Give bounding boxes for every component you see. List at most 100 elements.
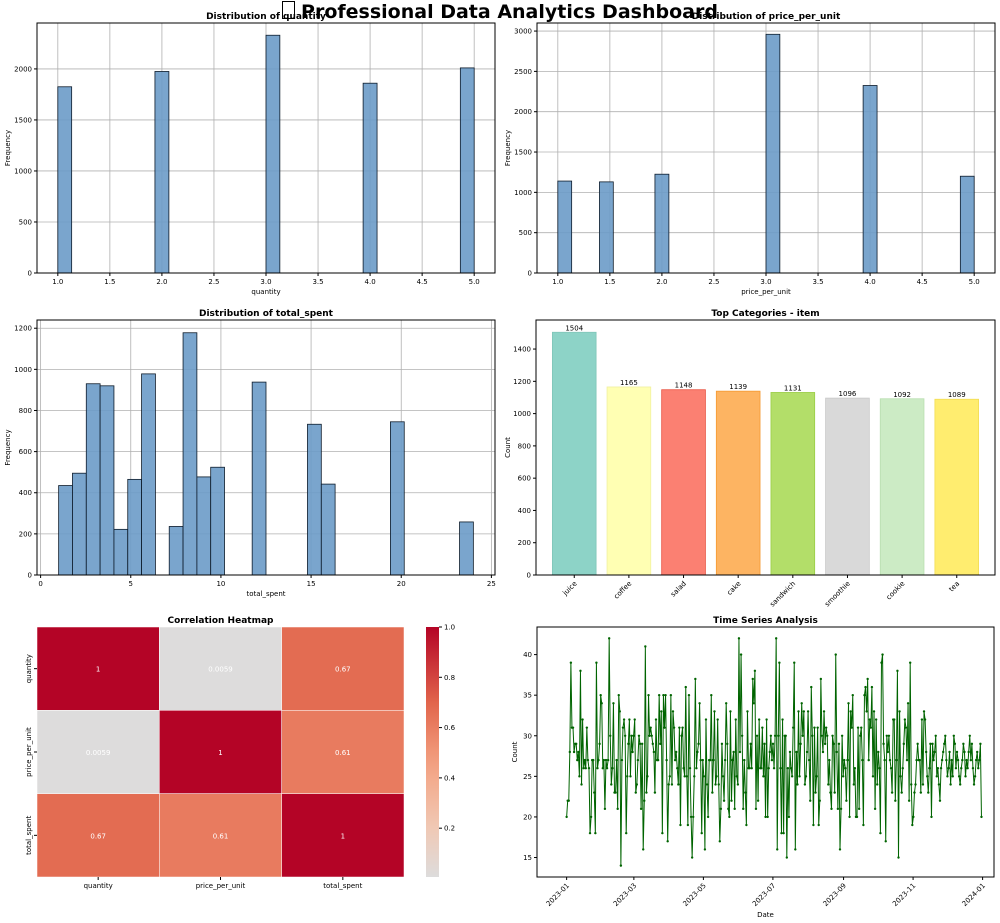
series-point	[883, 758, 886, 762]
series-point	[980, 815, 983, 819]
series-point	[902, 742, 906, 746]
y-tick-label: 25	[523, 773, 532, 781]
series-point	[685, 775, 689, 778]
series-point	[886, 750, 890, 754]
heatmap-cell-annotation: 1	[96, 666, 100, 674]
series-point	[668, 775, 672, 778]
y-tick-label: 500	[519, 229, 532, 237]
series-point	[723, 758, 727, 762]
series-point	[634, 791, 637, 794]
dashboard-title-text: Professional Data Analytics Dashboard	[301, 1, 718, 23]
series-point	[610, 783, 613, 786]
heatmap-cell-annotation: 0.0059	[208, 666, 233, 674]
series-point	[949, 783, 952, 786]
series-point	[586, 758, 590, 762]
colorbar-tick-label: 1.0	[444, 624, 455, 632]
series-point	[871, 775, 875, 778]
y-tick-label: 1500	[14, 116, 32, 124]
series-point	[710, 693, 713, 697]
bar-value-label: 1096	[839, 390, 857, 398]
heatmap-cell-annotation: 0.61	[213, 832, 229, 840]
y-tick-label: 400	[19, 489, 32, 497]
series-point	[696, 750, 699, 754]
series-point	[961, 758, 964, 762]
histogram-bar	[168, 526, 184, 576]
series-point	[946, 775, 949, 778]
series-point	[571, 726, 575, 729]
series-point	[790, 775, 794, 778]
series-point	[694, 677, 697, 681]
x-tick-label: price_per_unit	[196, 882, 246, 890]
category-bar	[934, 398, 980, 576]
x-tick-label: 2023-07	[751, 882, 777, 908]
series-point	[575, 742, 578, 746]
series-point	[684, 685, 687, 689]
y-tick-label: 200	[19, 530, 32, 538]
series-point	[735, 775, 739, 778]
series-point	[715, 775, 718, 778]
series-point	[744, 791, 747, 794]
x-tick-label: 5.0	[969, 278, 980, 286]
series-point	[633, 718, 636, 721]
series-point	[593, 791, 596, 794]
series-point	[951, 775, 954, 778]
y-tick-label: 800	[518, 442, 531, 450]
series-point	[868, 718, 871, 721]
series-point	[652, 750, 656, 754]
series-point	[813, 726, 816, 729]
x-tick-label: coffee	[612, 580, 633, 601]
plot-frame	[536, 626, 995, 878]
bar-value-label: 1089	[948, 391, 966, 399]
series-point	[580, 783, 583, 786]
series-point	[778, 661, 781, 664]
x-tick-label: 2.0	[656, 278, 667, 286]
colorbar	[426, 627, 439, 877]
heatmap-cell	[36, 626, 160, 711]
series-point	[828, 758, 831, 762]
colorbar-tick-label: 0.8	[444, 674, 455, 682]
series-point	[853, 767, 857, 770]
x-tick-label: 1.0	[52, 278, 63, 286]
series-point	[935, 775, 938, 778]
series-point	[567, 799, 570, 802]
x-tick-label: 2024-01	[961, 882, 987, 908]
chart-title: Distribution of price_per_unit	[692, 12, 841, 22]
series-point	[922, 710, 926, 713]
series-point	[750, 767, 753, 770]
plot-frame	[535, 319, 996, 576]
heatmap-cell-annotation: 0.61	[335, 749, 351, 757]
series-point	[966, 767, 969, 770]
x-tick-label: 3.0	[260, 278, 271, 286]
series-point	[950, 758, 953, 762]
x-tick-label: salad	[669, 580, 688, 599]
chart-time-series: Time Series Analysis 15 20 25 30 35 40 2023-01 2…	[511, 616, 995, 919]
chart-price-per-unit-histogram: Distribution of price_per_unit 0 500 1000 15…	[504, 12, 996, 296]
series-point	[680, 734, 683, 737]
y-tick-label: 1200	[513, 378, 531, 386]
series-point	[874, 718, 878, 721]
histogram-bar	[182, 332, 198, 576]
series-point	[911, 823, 914, 827]
series-point	[578, 775, 581, 778]
series-point	[619, 864, 623, 867]
histogram-bar	[72, 472, 87, 576]
series-point	[765, 718, 768, 721]
series-point	[905, 758, 909, 762]
category-bar	[879, 398, 925, 576]
series-point	[736, 783, 740, 786]
series-point	[818, 799, 821, 802]
histogram-bar	[113, 528, 129, 576]
series-point	[690, 856, 694, 859]
series-point	[835, 750, 839, 754]
y-tick-label: 35	[523, 692, 532, 700]
series-point	[829, 791, 832, 794]
series-point	[888, 758, 892, 762]
series-point	[807, 758, 811, 762]
series-point	[976, 750, 979, 754]
x-tick-label: cake	[725, 580, 742, 597]
series-point	[793, 661, 796, 664]
histogram-bar	[557, 180, 573, 274]
series-point	[649, 726, 652, 729]
series-point	[598, 742, 601, 746]
x-tick-label: 10	[216, 580, 225, 588]
